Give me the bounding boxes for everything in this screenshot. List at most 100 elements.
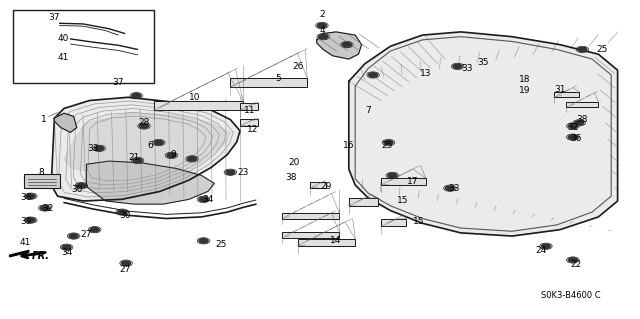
Polygon shape	[349, 32, 618, 236]
Text: 7: 7	[365, 106, 371, 115]
Text: 26: 26	[292, 63, 303, 71]
Text: 33: 33	[449, 184, 460, 193]
Text: 34: 34	[61, 248, 73, 256]
Text: 25: 25	[215, 240, 227, 249]
Text: 36: 36	[20, 193, 31, 202]
Text: 24: 24	[535, 246, 547, 255]
Circle shape	[132, 93, 141, 98]
Text: 17: 17	[407, 177, 419, 186]
Circle shape	[578, 47, 587, 52]
Text: 23: 23	[237, 168, 249, 177]
Circle shape	[154, 140, 163, 145]
Text: 11: 11	[244, 106, 255, 115]
Polygon shape	[64, 113, 230, 174]
Circle shape	[568, 258, 577, 262]
Circle shape	[167, 153, 176, 158]
Text: 31: 31	[554, 85, 566, 94]
Bar	[240, 103, 258, 110]
Text: 1: 1	[41, 115, 46, 124]
Bar	[240, 119, 258, 126]
Circle shape	[342, 42, 351, 47]
Text: 9: 9	[170, 150, 175, 159]
Text: 40: 40	[58, 34, 69, 43]
Text: 33: 33	[461, 64, 473, 73]
Text: 13: 13	[420, 69, 431, 78]
Bar	[310, 182, 326, 188]
Circle shape	[453, 64, 462, 69]
Circle shape	[575, 121, 584, 125]
Circle shape	[369, 73, 378, 77]
Circle shape	[55, 21, 64, 26]
Circle shape	[140, 124, 148, 128]
Circle shape	[568, 135, 577, 139]
Text: 37: 37	[48, 13, 60, 22]
Text: 18: 18	[519, 75, 531, 84]
Text: 15: 15	[413, 217, 425, 226]
Polygon shape	[317, 32, 362, 59]
Bar	[13, 10, 154, 83]
Text: 2: 2	[319, 10, 324, 19]
Text: 12: 12	[247, 125, 259, 134]
Circle shape	[95, 146, 104, 151]
Circle shape	[62, 245, 71, 249]
Circle shape	[199, 239, 208, 243]
Text: 19: 19	[519, 86, 531, 95]
Circle shape	[118, 210, 127, 214]
Text: 35: 35	[477, 58, 489, 67]
Circle shape	[26, 218, 35, 222]
Circle shape	[541, 244, 550, 249]
Text: 22: 22	[570, 260, 582, 269]
Circle shape	[317, 23, 326, 28]
Text: 29: 29	[321, 182, 332, 191]
Circle shape	[77, 183, 86, 188]
Circle shape	[69, 234, 78, 238]
Bar	[381, 219, 406, 226]
Text: 34: 34	[202, 195, 214, 204]
Bar	[282, 232, 339, 238]
Text: 36: 36	[570, 134, 582, 143]
Text: 6: 6	[148, 141, 153, 150]
Circle shape	[226, 170, 235, 174]
Text: 30: 30	[119, 211, 131, 220]
Text: 41: 41	[58, 53, 69, 62]
Bar	[154, 101, 243, 110]
Bar	[554, 92, 579, 97]
Text: 32: 32	[567, 123, 579, 132]
Text: 15: 15	[397, 197, 409, 205]
Text: 33: 33	[87, 144, 99, 153]
Bar	[24, 174, 60, 188]
Circle shape	[40, 206, 49, 210]
Text: 30: 30	[71, 185, 83, 194]
Bar	[282, 213, 339, 219]
Circle shape	[319, 34, 328, 39]
Circle shape	[133, 48, 142, 53]
Text: 4: 4	[319, 26, 324, 35]
Bar	[349, 198, 378, 206]
Circle shape	[90, 227, 99, 232]
Text: 21: 21	[129, 153, 140, 162]
Text: S0K3-B4600 C: S0K3-B4600 C	[541, 291, 600, 300]
Text: 8: 8	[39, 168, 44, 177]
Bar	[566, 102, 598, 107]
Text: 37: 37	[113, 78, 124, 87]
Bar	[298, 239, 355, 246]
Text: 14: 14	[330, 236, 342, 245]
Circle shape	[568, 124, 577, 128]
Circle shape	[122, 261, 131, 265]
Text: 27: 27	[81, 230, 92, 239]
Polygon shape	[10, 250, 29, 257]
Text: 28: 28	[138, 118, 150, 127]
Circle shape	[199, 197, 208, 202]
Polygon shape	[54, 113, 77, 132]
Text: 38: 38	[285, 173, 297, 182]
Text: FR.: FR.	[32, 251, 50, 261]
Polygon shape	[86, 161, 214, 204]
Text: 10: 10	[189, 93, 201, 102]
Circle shape	[188, 157, 196, 161]
Bar	[230, 78, 307, 87]
Circle shape	[388, 173, 397, 178]
Text: 39: 39	[20, 217, 31, 226]
Text: 20: 20	[289, 158, 300, 167]
Text: 16: 16	[343, 141, 355, 150]
Circle shape	[26, 194, 35, 198]
